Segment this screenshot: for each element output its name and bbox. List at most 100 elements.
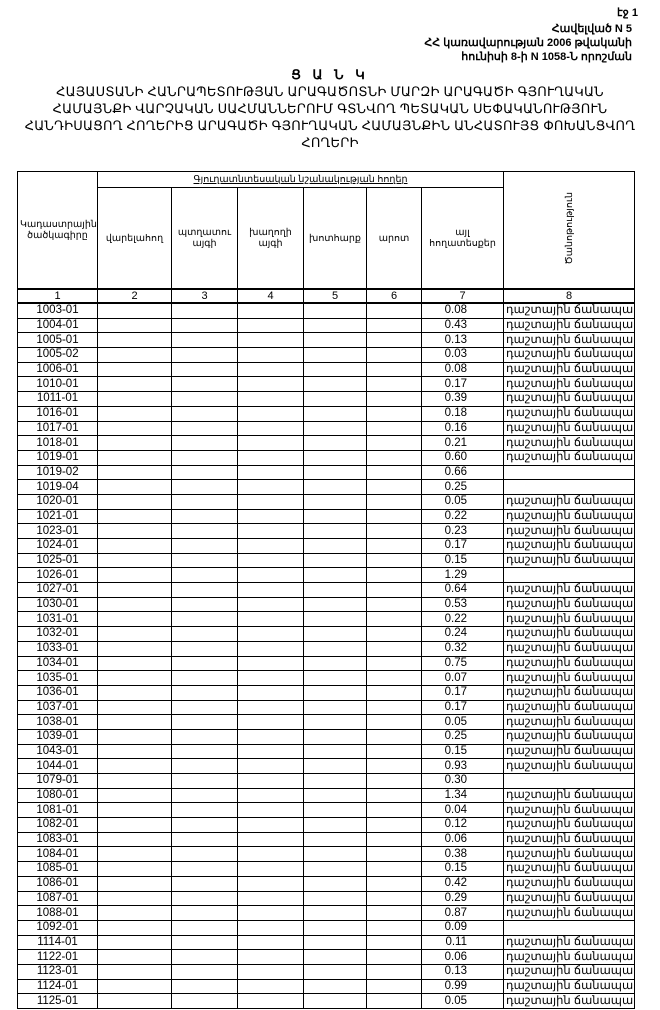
- cadastral-code-cell: 1021-01: [17, 508, 98, 525]
- cadastral-code-cell: 1081-01: [17, 802, 98, 819]
- table-row: 1010-01 0.17 դաշտային ճանապարհ: [17, 376, 635, 393]
- vineyard-cell: [237, 464, 304, 481]
- vineyard-cell: [237, 567, 304, 584]
- table-row: 1005-02 0.03 դաշտային ճանապարհ: [17, 347, 635, 363]
- vineyard-cell: [237, 905, 304, 921]
- arable-cell: [97, 846, 172, 863]
- hayfield-cell: [303, 728, 367, 745]
- hayfield-cell: [303, 523, 367, 539]
- vineyard-cell: [237, 611, 304, 628]
- note-cell: դաշտային ճանապարհ: [503, 332, 635, 349]
- orchard-cell: [171, 493, 238, 510]
- arable-cell: [97, 949, 172, 965]
- cadastral-code-cell: 1018-01: [17, 435, 98, 451]
- arable-cell: [97, 508, 172, 525]
- cadastral-code-cell: 1017-01: [17, 420, 98, 437]
- annex-reference: Հավելված N 5 ՀՀ կառավարության 2006 թվակա…: [424, 22, 632, 64]
- cadastral-code-cell: 1025-01: [17, 552, 98, 569]
- table-row: 1011-01 0.39 դաշտային ճանապարհ: [17, 391, 635, 407]
- pasture-cell: [366, 640, 422, 657]
- cadastral-code-cell: 1084-01: [17, 846, 98, 863]
- vineyard-cell: [237, 640, 304, 657]
- pasture-cell: [366, 802, 422, 819]
- other-land-area-cell: 0.22: [421, 611, 504, 628]
- cadastral-code-cell: 1016-01: [17, 405, 98, 422]
- pasture-cell: [366, 391, 422, 407]
- pasture-cell: [366, 670, 422, 686]
- vineyard-cell: [237, 890, 304, 907]
- vineyard-cell: [237, 817, 304, 833]
- note-cell: դաշտային ճանապարհ: [503, 435, 635, 451]
- note-cell: դաշտային ճանապարհ: [503, 905, 635, 921]
- note-cell: դաշտային ճանապարհ: [503, 391, 635, 407]
- note-cell: դաշտային ճանապարհ: [503, 875, 635, 892]
- orchard-cell: [171, 802, 238, 819]
- header-pasture: արոտ: [366, 187, 422, 290]
- arable-cell: [97, 905, 172, 921]
- orchard-cell: [171, 317, 238, 334]
- note-cell: դաշտային ճանապարհ: [503, 449, 635, 466]
- hayfield-cell: [303, 376, 367, 393]
- table-row: 1124-01 0.99 դաշտային ճանապարհ: [17, 978, 635, 995]
- orchard-cell: [171, 655, 238, 672]
- hayfield-cell: [303, 919, 367, 936]
- table-row: 1038-01 0.05 դաշտային ճանապարհ: [17, 714, 635, 730]
- orchard-cell: [171, 743, 238, 760]
- arable-cell: [97, 787, 172, 804]
- arable-cell: [97, 302, 172, 319]
- hayfield-cell: [303, 582, 367, 598]
- orchard-cell: [171, 552, 238, 569]
- orchard-cell: [171, 464, 238, 481]
- annex-line-1: Հավելված N 5: [551, 23, 632, 35]
- table-row: 1021-01 0.22 դաշտային ճանապարհ: [17, 508, 635, 525]
- pasture-cell: [366, 332, 422, 349]
- pasture-cell: [366, 728, 422, 745]
- cadastral-code-cell: 1020-01: [17, 493, 98, 510]
- table-row: 1003-01 0.08 դաշտային ճանապարհ: [17, 302, 635, 319]
- pasture-cell: [366, 787, 422, 804]
- vineyard-cell: [237, 376, 304, 393]
- other-land-area-cell: 0.75: [421, 655, 504, 672]
- title-line-3: ՀԱՆԴԻՍԱՑՈՂ ՀՈՂԵՐԻՑ ԱՐԱԳԱԾԻ ԳՅՈՒՂԱԿԱՆ ՀԱՄ…: [24, 118, 636, 133]
- arable-cell: [97, 875, 172, 892]
- hayfield-cell: [303, 714, 367, 730]
- pasture-cell: [366, 846, 422, 863]
- hayfield-cell: [303, 655, 367, 672]
- arable-cell: [97, 817, 172, 833]
- note-cell: դաշտային ճանապարհ: [503, 493, 635, 510]
- hayfield-cell: [303, 802, 367, 819]
- orchard-cell: [171, 626, 238, 642]
- pasture-cell: [366, 875, 422, 892]
- table-row: 1043-01 0.15 դաշտային ճանապարհ: [17, 743, 635, 760]
- pasture-cell: [366, 523, 422, 539]
- orchard-cell: [171, 846, 238, 863]
- hayfield-cell: [303, 787, 367, 804]
- pasture-cell: [366, 479, 422, 495]
- note-cell: դաշտային ճանապարհ: [503, 655, 635, 672]
- table-row: 1025-01 0.15 դաշտային ճանապարհ: [17, 552, 635, 569]
- vineyard-cell: [237, 405, 304, 422]
- other-land-area-cell: 0.18: [421, 405, 504, 422]
- orchard-cell: [171, 993, 238, 1009]
- hayfield-cell: [303, 538, 367, 554]
- other-land-area-cell: 0.66: [421, 464, 504, 481]
- cadastral-code-cell: 1082-01: [17, 817, 98, 833]
- vineyard-cell: [237, 861, 304, 877]
- other-land-area-cell: 0.29: [421, 890, 504, 907]
- orchard-cell: [171, 861, 238, 877]
- arable-cell: [97, 626, 172, 642]
- table-row: 1039-01 0.25 դաշտային ճանապարհ: [17, 728, 635, 745]
- header-note-label: Ծանոթություն: [563, 192, 575, 265]
- arable-cell: [97, 699, 172, 716]
- table-row: 1019-01 0.60 դաշտային ճանապարհ: [17, 449, 635, 466]
- arable-cell: [97, 493, 172, 510]
- table-row: 1081-01 0.04 դաշտային ճանապարհ: [17, 802, 635, 819]
- note-cell: դաշտային ճանապարհ: [503, 376, 635, 393]
- orchard-cell: [171, 949, 238, 965]
- other-land-area-cell: 0.38: [421, 846, 504, 863]
- other-land-area-cell: 1.34: [421, 787, 504, 804]
- hayfield-cell: [303, 302, 367, 319]
- cadastral-code-cell: 1006-01: [17, 361, 98, 378]
- orchard-cell: [171, 582, 238, 598]
- vineyard-cell: [237, 993, 304, 1009]
